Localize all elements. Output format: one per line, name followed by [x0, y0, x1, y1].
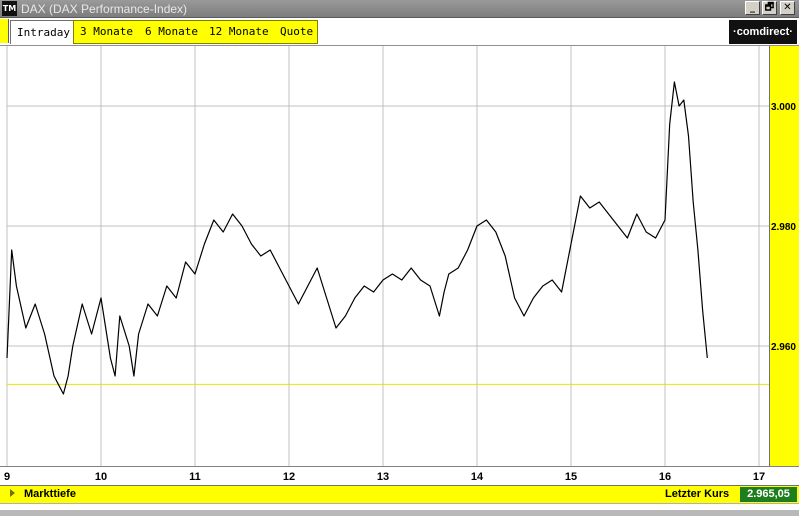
- last-price-value: 2.965,05: [740, 487, 797, 502]
- x-tick-labels: 9 10 11 12 13 14 15 16 17: [4, 471, 765, 483]
- tab-indicator: [0, 19, 9, 43]
- title-bar: TM DAX (DAX Performance-Index) _ 🗗 ✕: [0, 0, 799, 18]
- x-tick-label: 17: [753, 471, 765, 483]
- intraday-chart: 2.960 2.980 3.000 9 10 11 12 13 14 15 16 17: [4, 46, 796, 483]
- period-tabs: [73, 20, 318, 44]
- comdirect-logo: ·comdirect·: [729, 20, 797, 44]
- last-price-label: Letzter Kurs: [665, 488, 730, 500]
- x-tick-label: 10: [95, 471, 107, 483]
- markttiefe-link[interactable]: Markttiefe: [24, 488, 76, 500]
- y-tick-labels: 2.960 2.980 3.000: [771, 102, 796, 353]
- grid: [6, 46, 769, 466]
- close-button[interactable]: ✕: [780, 1, 795, 15]
- minimize-button[interactable]: _: [745, 1, 760, 15]
- tab-12-monate[interactable]: 12 Monate: [209, 25, 269, 38]
- expand-arrow-icon[interactable]: [10, 489, 15, 497]
- y-tick-label: 2.960: [771, 342, 796, 353]
- x-tick-label: 12: [283, 471, 295, 483]
- y-axis-panel: [769, 46, 799, 466]
- x-tick-label: 16: [659, 471, 671, 483]
- tab-3-monate[interactable]: 3 Monate: [80, 25, 133, 38]
- app-icon[interactable]: TM: [2, 1, 17, 16]
- tab-6-monate[interactable]: 6 Monate: [145, 25, 198, 38]
- x-tick-label: 15: [565, 471, 577, 483]
- y-tick-label: 2.980: [771, 222, 796, 233]
- tab-intraday[interactable]: Intraday: [10, 20, 77, 44]
- bottom-strip: [0, 503, 799, 516]
- tab-bar: Intraday 3 Monate 6 Monate 12 Monate Quo…: [0, 18, 799, 46]
- x-tick-label: 9: [4, 471, 10, 483]
- x-tick-label: 11: [189, 471, 201, 483]
- x-tick-label: 13: [377, 471, 389, 483]
- tab-quote[interactable]: Quote: [280, 25, 314, 38]
- window-title: DAX (DAX Performance-Index): [21, 2, 188, 16]
- price-line: [6, 81, 708, 395]
- y-tick-label: 3.000: [771, 102, 796, 113]
- maximize-button[interactable]: 🗗: [762, 1, 777, 15]
- status-bar: Markttiefe Letzter Kurs 2.965,05: [0, 485, 799, 503]
- x-axis-bar: [0, 466, 799, 484]
- x-tick-label: 14: [471, 471, 484, 483]
